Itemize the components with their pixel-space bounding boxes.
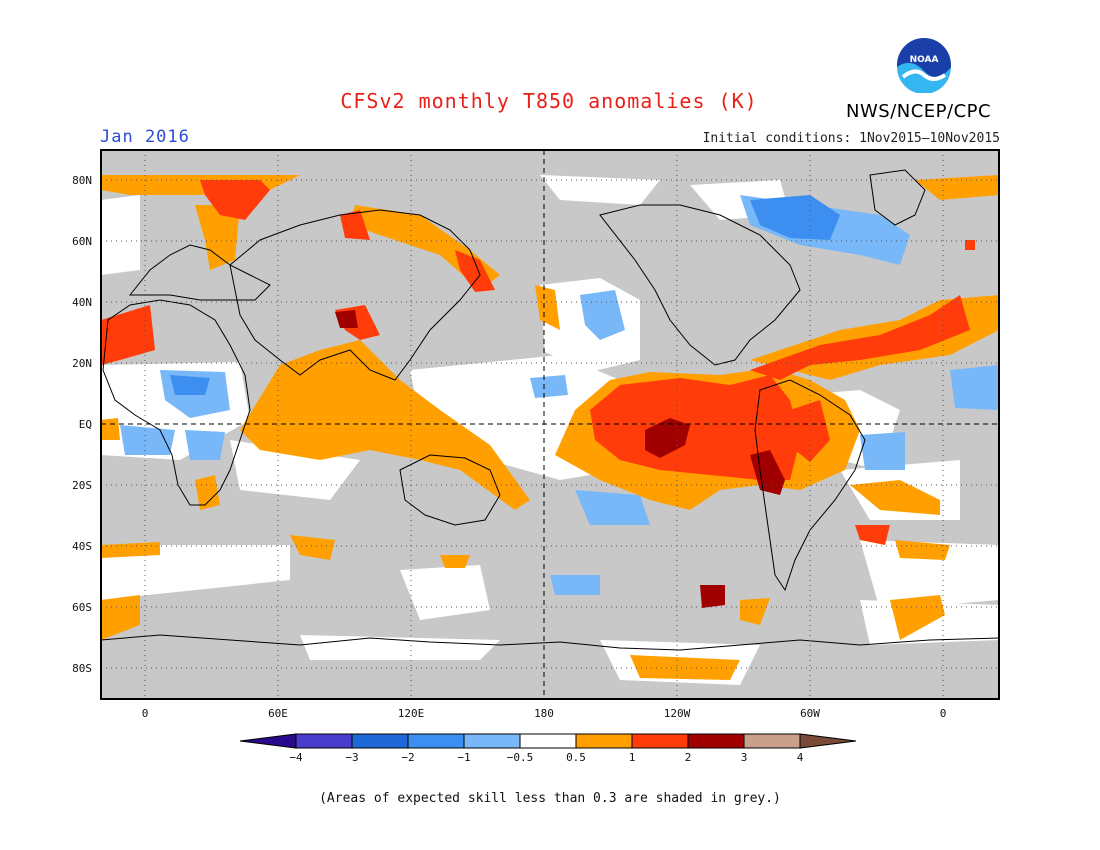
colorbar-swatch (351, 733, 409, 749)
lat-label: 20N (72, 357, 92, 370)
colorbar-swatch (407, 733, 465, 749)
lon-label: 120W (664, 707, 691, 720)
coastline-africa (102, 299, 251, 506)
colorbar: −4 −3 −2 −1 −0.5 0.5 1 2 3 4 (239, 733, 857, 764)
colorbar-tick-label: 3 (741, 751, 748, 764)
map-field (101, 150, 999, 699)
colorbar-tick-label: −3 (345, 751, 358, 764)
anomaly-map: 80N 60N 40N 20N EQ 20S 40S 60S 80S 0 60E… (72, 149, 1000, 764)
lon-label: 120E (398, 707, 425, 720)
map-frame (100, 149, 1000, 700)
lat-label: 60N (72, 235, 92, 248)
lon-label: 60W (800, 707, 820, 720)
colorbar-tick-label: −1 (457, 751, 470, 764)
coastline-asia (229, 209, 481, 381)
anomaly-minus-2 (170, 195, 840, 395)
agency-label: NWS/NCEP/CPC (846, 101, 992, 122)
colorbar-tick-label: −2 (401, 751, 414, 764)
colorbar-swatch (295, 733, 353, 749)
lat-label: 40N (72, 296, 92, 309)
colorbar-swatch (631, 733, 689, 749)
coastline-greenland (869, 169, 926, 226)
lon-label: 180 (534, 707, 554, 720)
colorbar-swatch (743, 733, 801, 749)
colorbar-arrow-low (239, 733, 297, 749)
lon-label: 0 (142, 707, 149, 720)
colorbar-tick-label: 4 (797, 751, 804, 764)
colorbar-swatch (519, 733, 577, 749)
lat-label: 40S (72, 540, 92, 553)
skill-footnote: (Areas of expected skill less than 0.3 a… (319, 791, 781, 806)
lat-label: 80S (72, 662, 92, 675)
coastline-australia (399, 454, 501, 526)
coastlines (101, 169, 999, 651)
initial-conditions: Initial conditions: 1Nov2015–10Nov2015 (702, 131, 1000, 146)
colorbar-tick-label: 0.5 (566, 751, 586, 764)
forecast-month: Jan 2016 (100, 127, 190, 147)
lat-label: 20S (72, 479, 92, 492)
map-title: CFSv2 monthly T850 anomalies (K) (340, 89, 758, 113)
colorbar-tick-label: −4 (289, 751, 303, 764)
colorbar-tick-label: 2 (685, 751, 692, 764)
latitude-labels: 80N 60N 40N 20N EQ 20S 40S 60S 80S (72, 174, 92, 675)
coastline-europe (128, 244, 271, 301)
lon-label: 60E (268, 707, 288, 720)
colorbar-tick-label: −0.5 (507, 751, 534, 764)
coastline-north-america (599, 204, 801, 366)
coastline-antarctica (101, 634, 999, 651)
colorbar-tick-label: 1 (629, 751, 636, 764)
colorbar-arrow-high (799, 733, 857, 749)
noaa-logo: NOAA (893, 37, 955, 97)
lat-label: EQ (79, 418, 92, 431)
colorbar-swatch (687, 733, 745, 749)
lon-label: 0 (940, 707, 947, 720)
colorbar-swatch (463, 733, 521, 749)
colorbar-swatch (575, 733, 633, 749)
coastline-south-america (754, 379, 866, 592)
noaa-logo-text: NOAA (910, 55, 939, 65)
lat-label: 80N (72, 174, 92, 187)
equator-dateline (101, 150, 999, 699)
lat-label: 60S (72, 601, 92, 614)
longitude-labels: 0 60E 120E 180 120W 60W 0 (142, 707, 947, 720)
